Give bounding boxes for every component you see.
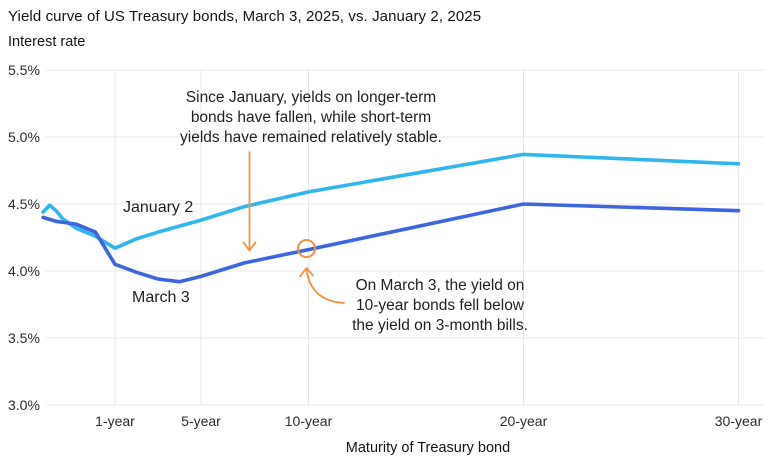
gridlines bbox=[46, 69, 763, 406]
down-arrow-head-icon bbox=[242, 241, 257, 252]
y-tick-label: 3.0% bbox=[8, 397, 40, 413]
y-tick-label: 4.5% bbox=[8, 196, 40, 212]
yield-curves bbox=[41, 152, 741, 284]
y-tick-label: 4.0% bbox=[8, 263, 40, 279]
annotation-line: Since January, yields on longer-term bbox=[185, 89, 437, 106]
highlight-circle-icon bbox=[297, 239, 316, 258]
curved-arrow-line bbox=[305, 269, 345, 304]
chart-title: Yield curve of US Treasury bonds, March … bbox=[8, 8, 482, 25]
annotation-line: On March 3, the yield on bbox=[355, 277, 525, 294]
y-axis-title: Interest rate bbox=[8, 34, 86, 50]
x-tick-label: 10-year bbox=[284, 413, 333, 429]
annotation-line: 10-year bonds fell below bbox=[355, 297, 525, 314]
y-tick-label: 3.5% bbox=[8, 330, 40, 346]
annotation-line: yields have remained relatively stable. bbox=[180, 129, 442, 146]
x-tick-label: 20-year bbox=[499, 413, 548, 429]
x-tick-label: 5-year bbox=[181, 413, 221, 429]
x-tick-label: 30-year bbox=[714, 413, 763, 429]
annotation-inversion: On March 3, the yield on 10-year bonds fe… bbox=[310, 276, 570, 336]
y-tick-label: 5.5% bbox=[8, 62, 40, 78]
x-tick-label: 1-year bbox=[95, 413, 135, 429]
x-axis-title: Maturity of Treasury bond bbox=[345, 440, 511, 456]
annotation-graphics bbox=[242, 151, 345, 304]
curved-arrow-head-icon bbox=[299, 267, 314, 278]
annotation-line: bonds have fallen, while short-term bbox=[190, 109, 432, 126]
annotation-line: the yield on 3-month bills. bbox=[352, 317, 528, 334]
series-label-january-2: January 2 bbox=[123, 199, 194, 216]
line-january-2 bbox=[41, 152, 741, 250]
y-tick-label: 5.0% bbox=[8, 129, 40, 145]
annotation-long-term: Since January, yields on longer-term bond… bbox=[151, 88, 471, 148]
series-label-march-3: March 3 bbox=[132, 289, 190, 306]
line-march-3 bbox=[41, 202, 741, 284]
